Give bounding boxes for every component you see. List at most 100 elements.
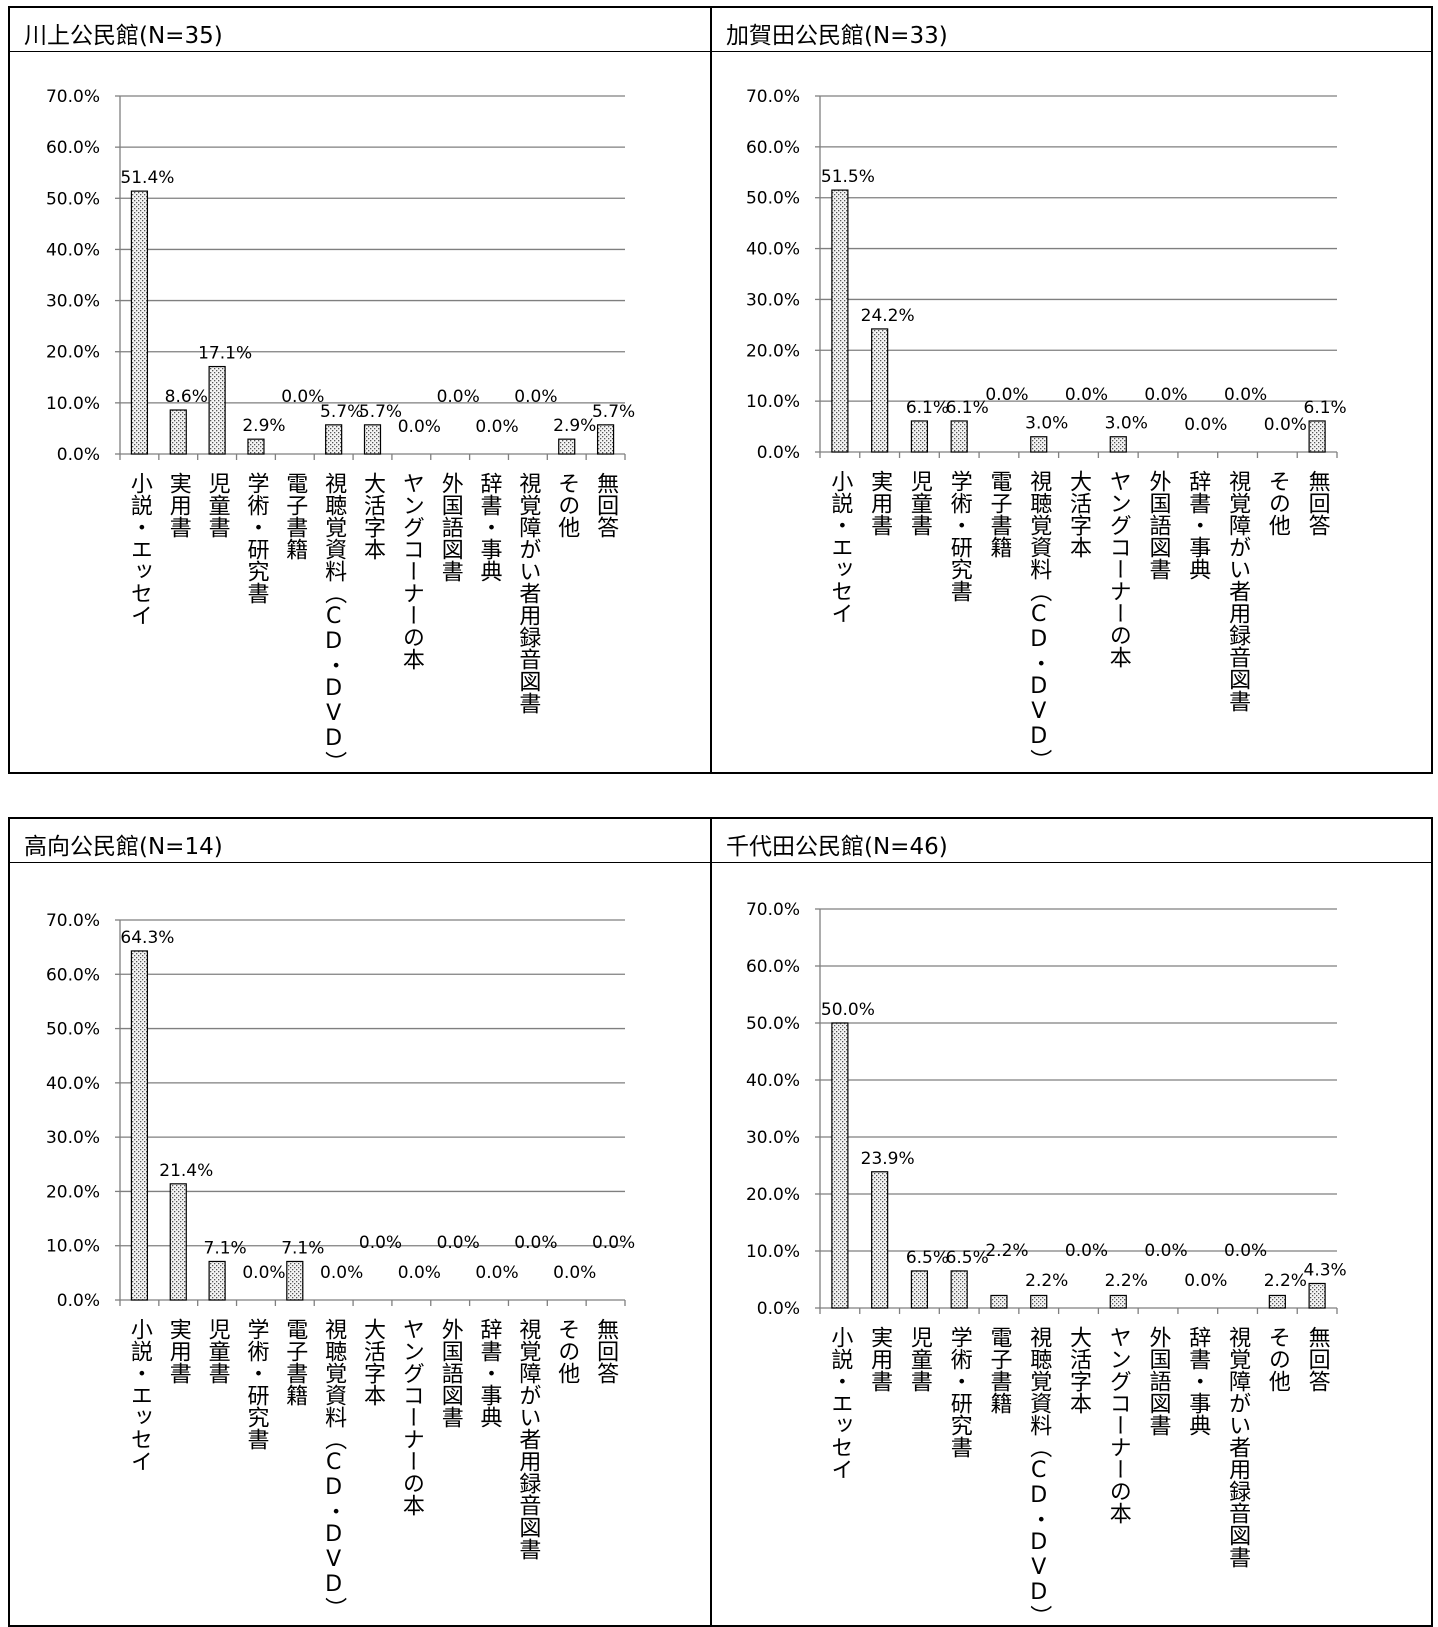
x-category-label: 視聴覚資料（CD・DVD）	[321, 1318, 347, 1619]
y-tick-label: 20.0%	[46, 343, 100, 363]
x-category-label: 視覚障がい者用録音図書	[1225, 1326, 1251, 1568]
y-tick-label: 40.0%	[746, 1071, 800, 1091]
panel-title: 高向公民館(N=14)	[24, 827, 223, 861]
data-label: 0.0%	[320, 1263, 363, 1283]
data-label: 6.1%	[906, 398, 949, 418]
x-category-label: 無回答	[1305, 1326, 1331, 1392]
y-tick-label: 30.0%	[46, 1128, 100, 1148]
data-label: 0.0%	[1224, 1241, 1267, 1261]
y-tick-label: 50.0%	[746, 189, 800, 209]
x-category-label: 電子書籍	[986, 470, 1012, 558]
panel-title: 千代田公民館(N=46)	[726, 827, 948, 861]
panel-title: 加賀田公民館(N=33)	[726, 16, 948, 50]
x-category-label: 視覚障がい者用録音図書	[1225, 470, 1251, 712]
y-tick-label: 30.0%	[46, 292, 100, 312]
data-label: 2.9%	[242, 416, 285, 436]
y-tick-label: 50.0%	[746, 1014, 800, 1034]
chart-panel-takamuku: 高向公民館(N=14) 0.0% 10.0% 20.0% 30.0% 40.0% 50.0…	[8, 817, 714, 1627]
x-category-label: 視聴覚資料（CD・DVD）	[1026, 470, 1052, 771]
data-label: 51.5%	[821, 167, 875, 187]
x-category-label: 辞書・事典	[1185, 470, 1211, 580]
bar	[991, 1295, 1007, 1308]
data-label: 64.3%	[120, 928, 174, 948]
y-tick-label: 40.0%	[746, 240, 800, 260]
x-category-label: 大活字本	[1066, 470, 1092, 558]
x-category-label: その他	[1265, 470, 1291, 536]
data-label: 2.2%	[985, 1241, 1028, 1261]
y-tick-label: 70.0%	[46, 911, 100, 931]
x-category-label: 実用書	[867, 1326, 893, 1392]
data-label: 0.0%	[1065, 1241, 1108, 1261]
data-label: 0.0%	[553, 1263, 596, 1283]
data-label: 5.7%	[592, 402, 635, 422]
bar	[131, 951, 147, 1300]
y-tick-label: 60.0%	[46, 965, 100, 985]
bar	[170, 1184, 186, 1300]
x-category-label: 辞書・事典	[477, 472, 503, 582]
data-label: 7.1%	[204, 1238, 247, 1258]
y-tick-label: 50.0%	[46, 189, 100, 209]
data-label: 0.0%	[475, 417, 518, 437]
x-category-label: 辞書・事典	[477, 1318, 503, 1428]
x-category-label: 学術・研究書	[243, 472, 269, 604]
x-category-label: 電子書籍	[282, 1318, 308, 1406]
data-label: 17.1%	[198, 344, 252, 364]
y-tick-label: 10.0%	[746, 392, 800, 412]
x-category-label: ヤングコーナーの本	[1106, 470, 1132, 668]
y-tick-label: 0.0%	[757, 1299, 800, 1319]
x-category-label: 実用書	[166, 1318, 192, 1384]
bar	[872, 1172, 888, 1308]
bar-chart: 0.0% 10.0% 20.0% 30.0% 40.0% 50.0% 60.0% 70.0% 5…	[712, 863, 1431, 1625]
data-label: 3.0%	[1025, 414, 1068, 434]
y-tick-label: 30.0%	[746, 1128, 800, 1148]
x-category-label: 児童書	[907, 1326, 933, 1392]
y-tick-label: 40.0%	[46, 240, 100, 260]
data-label: 6.1%	[1304, 398, 1347, 418]
x-category-label: 小説・エッセイ	[127, 472, 153, 626]
data-label: 0.0%	[1144, 385, 1187, 405]
data-label: 0.0%	[514, 387, 557, 407]
bar	[598, 425, 614, 454]
data-label: 0.0%	[398, 417, 441, 437]
panel-header: 川上公民館(N=35)	[10, 8, 712, 52]
bar-chart: 0.0% 10.0% 20.0% 30.0% 40.0% 50.0% 60.0% 70.0% 6…	[10, 863, 712, 1625]
data-label: 21.4%	[159, 1161, 213, 1181]
bar	[951, 421, 967, 452]
x-category-label: 小説・エッセイ	[827, 470, 853, 624]
data-label: 4.3%	[1304, 1260, 1347, 1280]
x-category-label: 電子書籍	[986, 1326, 1012, 1414]
bar	[170, 410, 186, 454]
x-category-label: 外国語図書	[438, 1318, 464, 1428]
x-category-label: 学術・研究書	[947, 470, 973, 602]
panel-title: 川上公民館(N=35)	[24, 16, 223, 50]
chart-panel-chiyoda: 千代田公民館(N=46) 0.0% 10.0% 20.0% 30.0% 40.0% 50.…	[710, 817, 1433, 1627]
x-category-label: その他	[554, 472, 580, 538]
data-label: 0.0%	[359, 1233, 402, 1253]
data-label: 51.4%	[120, 168, 174, 188]
x-category-label: 小説・エッセイ	[127, 1318, 153, 1472]
x-category-label: 実用書	[166, 472, 192, 538]
data-label: 0.0%	[437, 1233, 480, 1253]
data-label: 0.0%	[985, 385, 1028, 405]
y-tick-label: 70.0%	[746, 87, 800, 107]
x-category-label: 視聴覚資料（CD・DVD）	[1026, 1326, 1052, 1625]
x-category-label: 実用書	[867, 470, 893, 536]
bar	[1110, 1295, 1126, 1308]
y-tick-label: 10.0%	[46, 1237, 100, 1257]
y-tick-label: 30.0%	[746, 290, 800, 310]
x-category-label: 学術・研究書	[947, 1326, 973, 1458]
bar	[131, 191, 147, 454]
data-label: 2.2%	[1025, 1271, 1068, 1291]
data-label: 3.0%	[1105, 414, 1148, 434]
bar	[1309, 1283, 1325, 1308]
data-label: 7.1%	[281, 1238, 324, 1258]
data-label: 5.7%	[359, 402, 402, 422]
data-label: 0.0%	[398, 1263, 441, 1283]
y-tick-label: 40.0%	[46, 1074, 100, 1094]
y-tick-label: 50.0%	[46, 1020, 100, 1040]
data-label: 2.2%	[1105, 1271, 1148, 1291]
bar	[248, 439, 264, 454]
y-tick-label: 20.0%	[746, 341, 800, 361]
panel-header: 加賀田公民館(N=33)	[712, 8, 1431, 52]
x-category-label: 視聴覚資料（CD・DVD）	[321, 472, 347, 772]
